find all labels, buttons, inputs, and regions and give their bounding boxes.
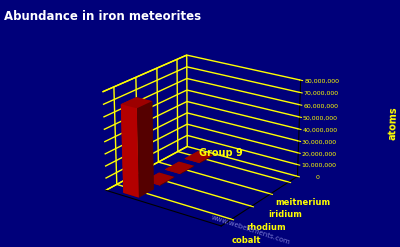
Text: Abundance in iron meteorites: Abundance in iron meteorites: [4, 10, 201, 23]
Text: www.webelements.com: www.webelements.com: [211, 215, 292, 246]
